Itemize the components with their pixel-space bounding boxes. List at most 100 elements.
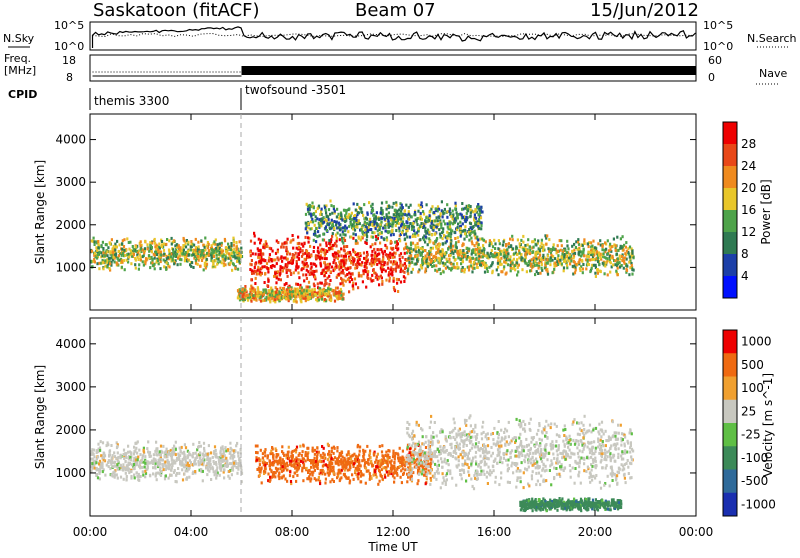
heatmap-cell [213,240,215,243]
heatmap-cell [406,246,408,249]
heatmap-cell [365,286,367,289]
heatmap-cell [332,253,334,256]
heatmap-cell [144,462,146,465]
heatmap-cell [397,216,399,219]
heatmap-cell [166,238,168,241]
heatmap-cell [367,213,369,216]
heatmap-cell [254,235,256,238]
heatmap-cell [388,205,390,208]
heatmap-cell [340,259,342,262]
heatmap-cell [336,208,338,211]
heatmap-cell [312,292,314,295]
heatmap-cell [181,468,183,471]
heatmap-cell [516,274,518,277]
heatmap-cell [377,223,379,226]
heatmap-cell [385,230,387,233]
heatmap-cell [387,231,389,234]
heatmap-cell [339,234,341,237]
heatmap-cell [361,211,363,214]
heatmap-cell [130,459,132,462]
heatmap-cell [340,213,342,216]
heatmap-cell [237,451,239,454]
heatmap-cell [145,257,147,260]
heatmap-cell [378,248,380,251]
heatmap-cell [396,222,398,225]
heatmap-cell [183,249,185,252]
heatmap-cell [374,251,376,254]
heatmap-cell [623,249,625,252]
heatmap-cell [626,265,628,268]
heatmap-cell [290,241,292,244]
heatmap-cell [591,267,593,270]
heatmap-cell [464,232,466,235]
heatmap-cell [477,238,479,241]
heatmap-cell [119,464,121,467]
heatmap-cell [438,228,440,231]
heatmap-cell [439,250,441,253]
heatmap-cell [363,257,365,260]
heatmap-cell [149,474,151,477]
beam-title: Beam 07 [355,0,436,21]
heatmap-cell [338,251,340,254]
heatmap-cell [400,264,402,267]
heatmap-cell [475,248,477,251]
heatmap-cell [325,241,327,244]
heatmap-cell [190,245,192,248]
heatmap-cell [99,449,101,452]
heatmap-cell [513,252,515,255]
heatmap-cell [399,239,401,242]
date-title: 15/Jun/2012 [590,0,699,21]
heatmap-cell [430,225,432,228]
heatmap-cell [324,267,326,270]
heatmap-cell [520,258,522,261]
heatmap-cell [318,476,320,479]
heatmap-cell [112,250,114,253]
heatmap-cell [498,259,500,262]
heatmap-cell [385,279,387,282]
heatmap-cell [390,234,392,237]
heatmap-cell [575,246,577,249]
heatmap-cell [121,242,123,245]
heatmap-cell [385,201,387,204]
heatmap-cell [116,263,118,266]
heatmap-cell [231,269,233,272]
heatmap-cell [501,250,503,253]
heatmap-cell [168,451,170,454]
heatmap-cell [460,251,462,254]
heatmap-cell [293,256,295,259]
heatmap-cell [308,222,310,225]
heatmap-cell [453,263,455,266]
heatmap-cell [478,227,480,230]
heatmap-cell [221,251,223,254]
heatmap-cell [151,246,153,249]
heatmap-cell [329,200,331,203]
heatmap-cell [301,295,303,298]
heatmap-cell [354,229,356,232]
heatmap-cell [97,476,99,479]
heatmap-cell [389,252,391,255]
heatmap-cell [561,253,563,256]
heatmap-cell [541,242,543,245]
heatmap-cell [451,251,453,254]
heatmap-cell [468,265,470,268]
heatmap-cell [342,298,344,301]
heatmap-cell [223,468,225,471]
heatmap-cell [312,295,314,298]
heatmap-cell [303,279,305,282]
heatmap-cell [610,261,612,264]
heatmap-cell [454,250,456,253]
heatmap-cell [322,452,324,455]
heatmap-cell [411,228,413,231]
heatmap-cell [154,242,156,245]
heatmap-cell [431,233,433,236]
heatmap-cell [335,221,337,224]
heatmap-cell [138,263,140,266]
heatmap-cell [435,256,437,259]
heatmap-cell [448,258,450,261]
heatmap-cell [473,225,475,228]
heatmap-cell [480,224,482,227]
heatmap-cell [300,292,302,295]
heatmap-cell [352,237,354,240]
heatmap-cell [548,238,550,241]
heatmap-cell [388,258,390,261]
